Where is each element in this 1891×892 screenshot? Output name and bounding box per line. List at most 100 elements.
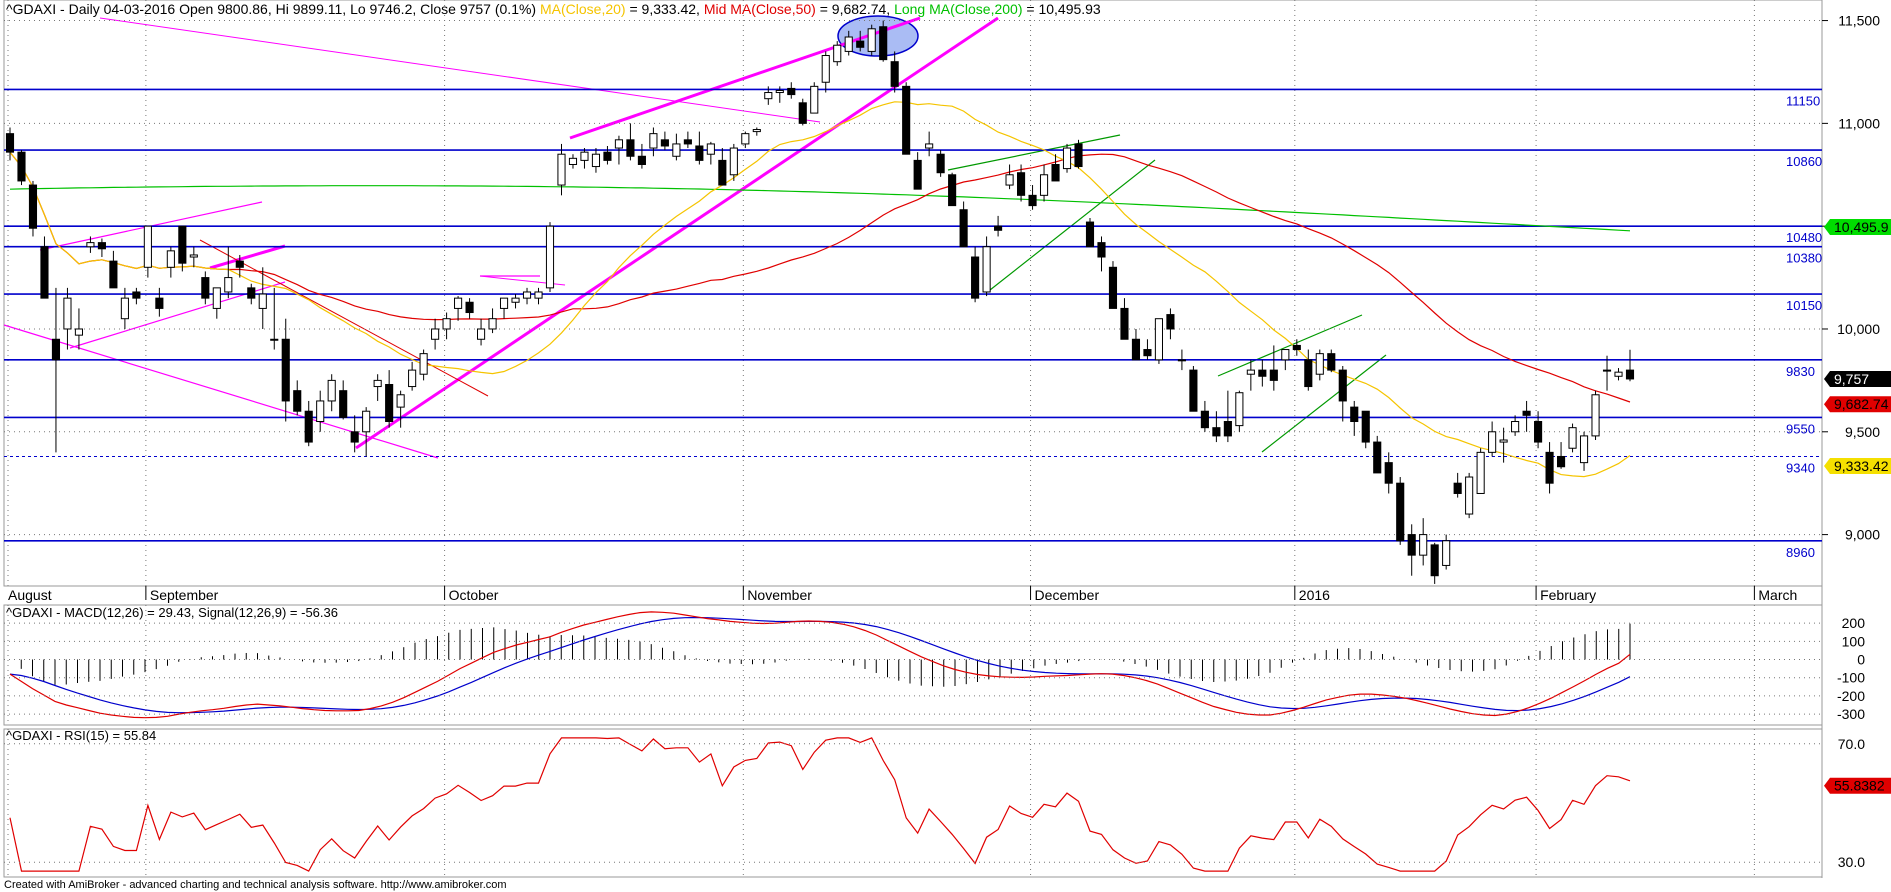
candle [603, 145, 612, 165]
rsi-value-badge-bg [1824, 777, 1891, 794]
candle [591, 148, 601, 173]
header-symbol: ^GDAXI [6, 1, 56, 17]
candle-body [1442, 540, 1451, 566]
horizontal-levels: 11150 10860 10480 10380 10150 9830 9550 9340 896… [4, 88, 1822, 560]
candle [545, 222, 555, 292]
candle-body [706, 143, 715, 155]
value-badges: 10,495.9 9,757 9,682.74 9,333.42 [1824, 219, 1891, 475]
candle [1246, 359, 1255, 391]
candle-body [1281, 349, 1290, 361]
candle-body [74, 328, 83, 336]
candle [534, 287, 543, 305]
candle-body [856, 40, 865, 48]
candle-body [1223, 421, 1232, 437]
candle [258, 267, 267, 329]
value-badge: 10,495.9 [1824, 219, 1891, 235]
candle-body [1028, 194, 1037, 207]
candle [1189, 365, 1198, 412]
candle [798, 98, 807, 126]
candle [408, 361, 417, 391]
candle-body [1074, 143, 1083, 168]
candle [1545, 442, 1554, 494]
candle-body [1212, 427, 1221, 437]
candle [626, 123, 635, 161]
macd-tick-label: -300 [1837, 706, 1865, 722]
candle-body [557, 153, 566, 186]
candle-body [350, 431, 359, 443]
candle [764, 86, 773, 105]
candle-body [603, 151, 612, 161]
macd-tick-label: 0 [1857, 652, 1865, 668]
candle-body [1062, 147, 1072, 170]
candle-body [270, 338, 279, 341]
candle-body [189, 254, 198, 258]
candle-body [637, 155, 646, 165]
candle [1534, 411, 1543, 449]
candle [787, 82, 796, 99]
candle-body [1200, 410, 1209, 429]
candle [132, 287, 141, 305]
candle [1200, 400, 1209, 432]
candle [201, 271, 210, 305]
candle [442, 312, 451, 340]
header-ma20-value: = 9,333.42, [626, 1, 704, 17]
candle [637, 143, 646, 169]
uptrend-line-short [209, 244, 286, 270]
candle [1430, 542, 1439, 584]
candle-body [40, 246, 49, 299]
candle [729, 143, 738, 181]
candle-body [1304, 359, 1313, 388]
candle-body [1017, 172, 1026, 196]
candle [649, 127, 658, 157]
price-tick-label: 10,000 [1837, 321, 1880, 337]
candle-body [1085, 221, 1095, 248]
candle [1511, 415, 1520, 436]
signal-line [9, 616, 1631, 714]
candle [718, 148, 727, 186]
candle [235, 254, 244, 278]
candle-body [522, 291, 532, 299]
candle-body [1177, 359, 1186, 362]
price-header: ^GDAXI - Daily 04-03-2016 Open 9800.86, … [6, 1, 1101, 17]
candle [1108, 261, 1118, 309]
candle [155, 287, 164, 317]
candle-body [511, 297, 520, 303]
candle [580, 148, 589, 169]
candle-body [948, 174, 957, 207]
candle-body [5, 133, 15, 153]
level-label-9830: 9830 [1786, 364, 1815, 379]
month-label: November [747, 587, 812, 603]
candle-body [247, 287, 256, 299]
candle [477, 318, 486, 346]
candle-body [1350, 406, 1359, 423]
candle [936, 150, 945, 177]
candle [1579, 431, 1589, 471]
candle [109, 250, 118, 289]
candle [1419, 518, 1428, 566]
candle-body [1189, 369, 1198, 412]
candle [1453, 472, 1462, 498]
candle [1476, 448, 1485, 494]
ma20-line [9, 101, 1631, 478]
candle-body [1097, 242, 1106, 258]
grid-layer [4, 0, 1822, 877]
candle-body [1108, 266, 1118, 309]
rsi-line [9, 737, 1631, 872]
candle [350, 415, 359, 453]
candle [17, 150, 26, 186]
candle-body [51, 338, 61, 361]
candle-body [499, 297, 509, 309]
candle-body [649, 133, 658, 149]
candle [1499, 427, 1508, 463]
header-ma200-value: = 10,495.93 [1022, 1, 1100, 17]
candle-body [821, 55, 830, 83]
candle [339, 380, 348, 420]
candle [281, 318, 290, 422]
candle-body [1419, 534, 1428, 556]
candle-body [879, 26, 888, 61]
candle-body [97, 242, 106, 250]
level-label-9340: 9340 [1786, 460, 1815, 475]
candle-body [293, 390, 302, 412]
candle [465, 298, 474, 319]
candle-body [488, 318, 497, 330]
